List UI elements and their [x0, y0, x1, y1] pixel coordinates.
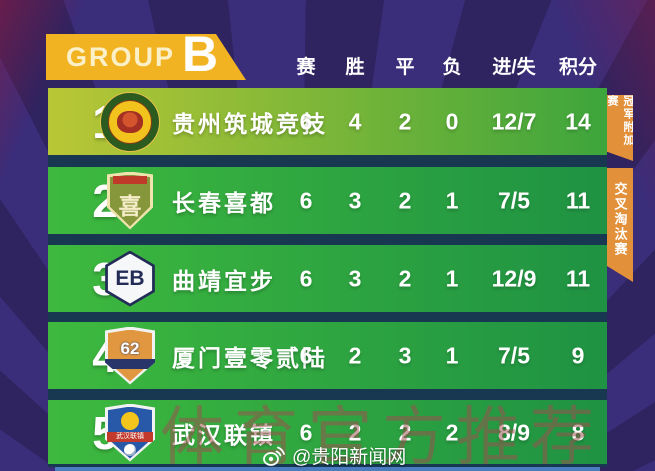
column-header-played: 赛	[296, 57, 316, 78]
team-logo-wrapper	[100, 91, 160, 153]
row-gap	[48, 312, 607, 322]
column-header-drawn: 平	[395, 57, 415, 78]
row-gap	[48, 389, 607, 400]
stat-played: 6	[299, 342, 313, 368]
stat-points: 8	[571, 419, 585, 445]
wh-shield-icon: 武汉联镇	[105, 403, 155, 462]
credit: @贵阳新闻网	[262, 442, 406, 469]
table-row: 2 喜 长春喜都 6 3 2 1 7/5 11	[48, 167, 607, 234]
shield-band	[113, 175, 147, 184]
side-tab-cross-knockout: 交叉淘汰赛	[607, 168, 633, 282]
xm-shield-icon: 62	[105, 326, 155, 385]
stat-lost: 1	[445, 187, 459, 213]
shield-band-text: 武汉联镇	[107, 431, 153, 442]
column-header-won: 胜	[345, 57, 365, 78]
stat-points: 14	[565, 108, 591, 134]
stat-drawn: 2	[398, 108, 412, 134]
stat-points: 11	[565, 265, 591, 291]
weibo-icon	[263, 446, 285, 466]
stat-goals: 8/9	[498, 419, 530, 445]
shield-band	[105, 358, 155, 369]
stat-drawn: 2	[398, 265, 412, 291]
team-name: 武汉联镇	[172, 421, 276, 448]
stat-drawn: 2	[398, 187, 412, 213]
stat-goals: 7/5	[498, 342, 530, 368]
stat-points: 9	[571, 342, 585, 368]
row-gap	[48, 234, 607, 245]
eb-hexagon-icon: EB	[105, 250, 155, 307]
stat-won: 2	[348, 419, 362, 445]
table-row: 3 EB 曲靖宜步 6 3 2 1 12/9 11	[48, 245, 607, 312]
column-header-points: 积分	[558, 57, 598, 78]
stat-played: 6	[299, 419, 313, 445]
column-header-row: 赛 胜 平 负 进/失 积分	[48, 52, 607, 80]
row-gap	[48, 155, 607, 167]
bottom-divider-bar	[55, 467, 600, 471]
group-letter: B	[182, 26, 219, 82]
stat-played: 6	[299, 187, 313, 213]
stat-won: 4	[348, 108, 362, 134]
team-name: 曲靖宜步	[172, 267, 276, 294]
team-logo-wrapper: 喜	[100, 170, 160, 232]
logo-character: 62	[120, 338, 140, 358]
stat-goals: 12/7	[491, 108, 537, 134]
stat-lost: 1	[445, 342, 459, 368]
stat-lost: 1	[445, 265, 459, 291]
side-tab-label: 冠军附加赛	[606, 95, 634, 147]
stat-drawn: 2	[398, 419, 412, 445]
side-tab-championship-playoff: 冠军附加赛	[607, 95, 633, 161]
logo-character: 喜	[118, 192, 142, 219]
table-row: 1 贵州筑城竞技 6 4 2 0 12/7 14	[48, 88, 607, 155]
stat-won: 2	[348, 342, 362, 368]
team-name: 贵州筑城竞技	[172, 110, 328, 137]
row-gap	[48, 464, 607, 467]
stat-lost: 0	[445, 108, 459, 134]
stat-played: 6	[299, 265, 313, 291]
column-header-lost: 负	[442, 57, 462, 78]
stat-goals: 12/9	[491, 265, 537, 291]
stat-played: 6	[299, 108, 313, 134]
xi-shield-icon: 喜	[107, 171, 153, 230]
stat-points: 11	[565, 187, 591, 213]
stat-won: 3	[348, 187, 362, 213]
stat-won: 3	[348, 265, 362, 291]
team-name: 厦门壹零贰陆	[172, 344, 328, 371]
stat-drawn: 3	[398, 342, 412, 368]
stat-lost: 2	[445, 419, 459, 445]
team-logo-wrapper: EB	[100, 248, 160, 310]
football-icon	[124, 443, 136, 456]
lion-badge-icon	[100, 91, 160, 152]
column-header-goals: 进/失	[492, 57, 536, 78]
logo-character: EB	[115, 266, 145, 290]
stat-goals: 7/5	[498, 187, 530, 213]
table-row: 4 62 厦门壹零贰陆 6 2 3 1 7/5 9	[48, 322, 607, 389]
team-name: 长春喜都	[172, 189, 276, 216]
group-word: GROUP	[66, 41, 176, 72]
team-logo-wrapper: 武汉联镇	[100, 402, 160, 464]
credit-text: @贵阳新闻网	[292, 447, 407, 468]
shield-center-circle	[121, 411, 139, 430]
table-row: 5 武汉联镇 武汉联镇 6 2 2 2 8/9 8	[48, 400, 607, 465]
side-tab-label: 交叉淘汰赛	[612, 181, 628, 257]
team-logo-wrapper: 62	[100, 325, 160, 387]
group-banner: GROUP B	[46, 34, 246, 80]
